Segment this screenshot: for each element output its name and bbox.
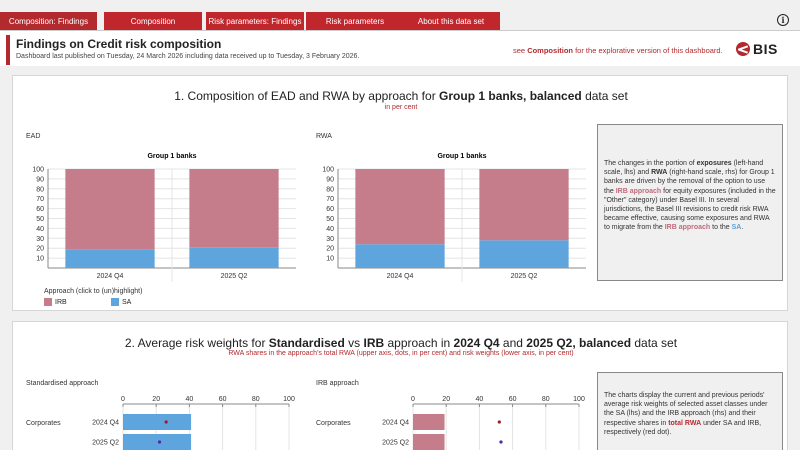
page-title: Findings on Credit risk composition <box>16 37 222 51</box>
category-label: 2024 Q4 <box>92 420 119 427</box>
bis-logo: BIS <box>736 41 778 57</box>
legend-irb[interactable]: IRB <box>44 298 67 306</box>
x-tick-label: 0 <box>411 396 415 403</box>
bar-sa-2024-Q4 <box>355 244 445 268</box>
y-tick-label: 50 <box>36 216 44 223</box>
y-tick-label: 70 <box>36 196 44 203</box>
tab-bar: Composition: Findings Composition Risk p… <box>0 0 800 30</box>
row-label: Corporates <box>316 420 351 427</box>
bar-sa-2025-Q2 <box>189 247 279 268</box>
tab-about-data-set[interactable]: About this data set <box>402 12 500 30</box>
x-tick-label: 80 <box>542 396 550 403</box>
dashboard-header: Findings on Credit risk composition Dash… <box>0 30 800 66</box>
x-tick-label: 20 <box>152 396 160 403</box>
x-tick-label: 20 <box>442 396 450 403</box>
y-tick-label: 100 <box>322 167 334 174</box>
sa-panel-label: Standardised approach <box>26 380 99 387</box>
chart-title: Group 1 banks <box>147 153 196 160</box>
x-tick-label: 60 <box>509 396 517 403</box>
bar-irb-2024-Q4 <box>65 169 155 250</box>
y-tick-label: 40 <box>326 226 334 233</box>
rwa-label: RWA <box>316 133 332 140</box>
chart-title: Group 1 banks <box>437 153 486 160</box>
bis-logo-icon <box>736 42 750 56</box>
y-tick-label: 20 <box>326 246 334 253</box>
category-label: 2025 Q2 <box>382 440 409 447</box>
risk-weights-panel: 2. Average risk weights for Standardised… <box>12 321 788 450</box>
x-tick-label: 80 <box>252 396 260 403</box>
header-accent-bar <box>6 35 10 65</box>
irb-risk-weight-chart: 0 20 40 60 80 100 Corporates 2024 Q4 2025 Q2 <box>316 396 585 450</box>
composition-panel: 1. Composition of EAD and RWA by approac… <box>12 75 788 311</box>
bar-irb-2025-Q2 <box>189 169 279 248</box>
info-icon[interactable]: i <box>777 14 789 26</box>
tab-composition[interactable]: Composition <box>104 12 202 30</box>
y-tick-label: 40 <box>36 226 44 233</box>
y-tick-label: 60 <box>326 206 334 213</box>
legend-swatch-sa <box>111 298 119 306</box>
x-tick-label: 60 <box>219 396 227 403</box>
category-label: 2024 Q4 <box>382 420 409 427</box>
composition-link[interactable]: Composition <box>527 46 574 55</box>
rwa-share-dot-2024-Q4 <box>497 420 501 424</box>
x-tick-label: 40 <box>186 396 194 403</box>
y-tick-label: 80 <box>326 186 334 193</box>
y-tick-label: 90 <box>36 176 44 183</box>
section1-title: 1. Composition of EAD and RWA by approac… <box>174 89 628 103</box>
bar-irb-2024-Q4 <box>355 169 445 245</box>
y-tick-label: 30 <box>326 236 334 243</box>
x-tick-label: 40 <box>476 396 484 403</box>
x-tick-label: 2024 Q4 <box>97 273 124 280</box>
section2-subtitle: RWA shares in the approach's total RWA (… <box>228 350 574 357</box>
bar-sa-2025-Q2 <box>479 240 569 268</box>
y-tick-label: 80 <box>36 186 44 193</box>
section2-title: 2. Average risk weights for Standardised… <box>124 336 678 350</box>
bar-irb-2025-Q2 <box>479 169 569 241</box>
risk-weight-bar-2024-Q4 <box>413 414 445 430</box>
ead-label: EAD <box>26 133 41 140</box>
rwa-share-dot-2024-Q4 <box>164 420 168 424</box>
publish-info: Dashboard last published on Tuesday, 24 … <box>16 53 360 60</box>
section2-note: The charts display the current and previ… <box>597 372 783 450</box>
x-tick-label: 0 <box>121 396 125 403</box>
tab-risk-parameters-findings[interactable]: Risk parameters: Findings <box>206 12 304 30</box>
legend-title: Approach (click to (un)highlight) <box>44 288 143 295</box>
section1-note: The changes in the portion of exposures … <box>597 124 783 281</box>
y-tick-label: 70 <box>326 196 334 203</box>
rwa-share-dot-2025-Q2 <box>499 440 503 444</box>
ead-chart: Group 1 banks 10 20 30 40 50 60 70 80 90 100 2024 Q… <box>32 153 296 282</box>
rwa-chart: Group 1 banks 10 20 30 40 50 60 70 80 90 100 2024 Q… <box>322 153 586 282</box>
y-tick-label: 90 <box>326 176 334 183</box>
x-tick-label: 100 <box>283 396 295 403</box>
tab-composition-findings[interactable]: Composition: Findings <box>0 12 97 30</box>
risk-weight-bar-2025-Q2 <box>123 434 192 450</box>
x-tick-label: 2024 Q4 <box>387 273 414 280</box>
y-tick-label: 10 <box>36 256 44 263</box>
x-tick-label: 100 <box>573 396 585 403</box>
section1-subtitle: in per cent <box>384 104 418 111</box>
row-label: Corporates <box>26 420 61 427</box>
x-tick-label: 2025 Q2 <box>221 273 248 280</box>
y-tick-label: 50 <box>326 216 334 223</box>
tab-risk-parameters[interactable]: Risk parameters <box>306 12 404 30</box>
y-tick-label: 100 <box>32 167 44 174</box>
y-tick-label: 20 <box>36 246 44 253</box>
legend-sa[interactable]: SA <box>111 298 131 306</box>
legend-swatch-irb <box>44 298 52 306</box>
see-composition-note: see Composition for the explorative vers… <box>513 46 723 55</box>
y-tick-label: 30 <box>36 236 44 243</box>
x-tick-label: 2025 Q2 <box>511 273 538 280</box>
y-tick-label: 10 <box>326 256 334 263</box>
risk-weight-bar-2024-Q4 <box>123 414 192 430</box>
bar-sa-2024-Q4 <box>65 249 155 268</box>
irb-panel-label: IRB approach <box>316 380 359 387</box>
y-tick-label: 60 <box>36 206 44 213</box>
rwa-share-dot-2025-Q2 <box>157 440 162 444</box>
sa-risk-weight-chart: 0 20 40 60 80 100 Corporates 2024 Q4 2025 Q2 <box>26 396 295 450</box>
category-label: 2025 Q2 <box>92 440 119 447</box>
risk-weight-bar-2025-Q2 <box>413 434 445 450</box>
